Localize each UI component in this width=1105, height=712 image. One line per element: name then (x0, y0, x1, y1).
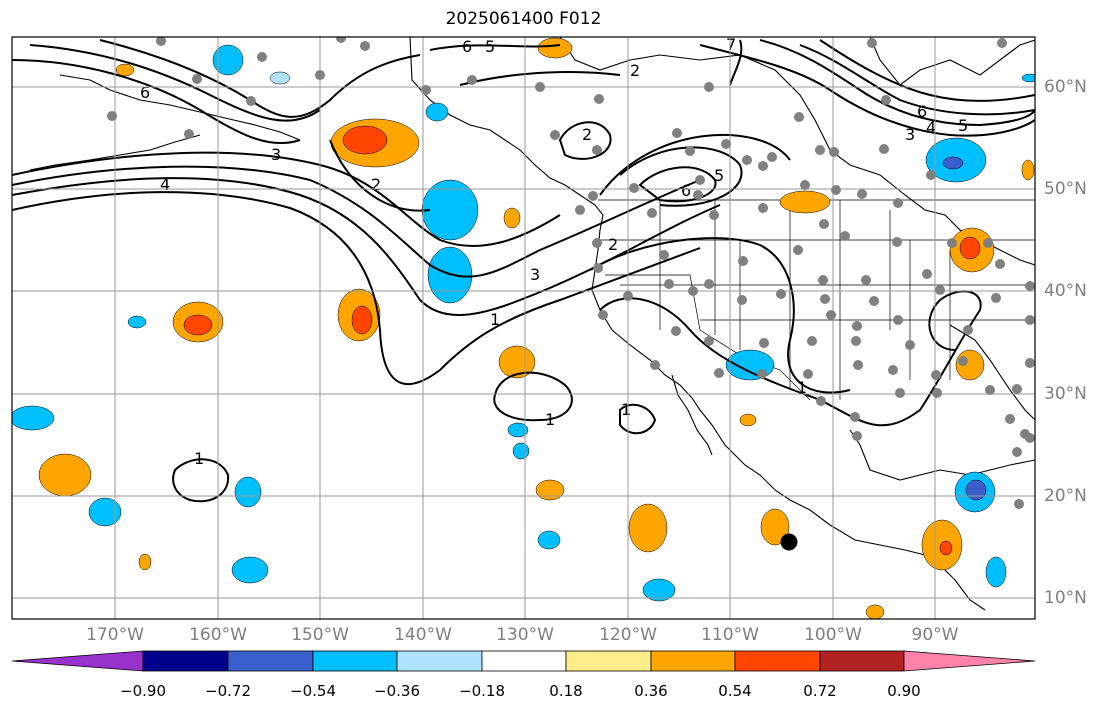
latitude-label: 10°N (1044, 588, 1087, 608)
contour-label: 1 (490, 310, 500, 329)
contour-label: 1 (797, 378, 807, 397)
colorbar-tick-label: −0.36 (374, 682, 420, 700)
contour-label: 4 (160, 175, 170, 194)
colorbar-tick-label: 0.18 (549, 682, 583, 700)
latitude-label: 60°N (1044, 77, 1087, 97)
colorbar-segment (650, 650, 736, 672)
latitude-label: 20°N (1044, 486, 1087, 506)
colorbar-tick-label: −0.54 (290, 682, 336, 700)
longitude-label: 140°W (394, 625, 452, 645)
contour-label: 6 (917, 102, 927, 121)
contour-label: 6 (140, 83, 150, 102)
colorbar-segment (734, 650, 821, 672)
longitude-label: 170°W (86, 625, 144, 645)
colorbar-segment (565, 650, 652, 672)
contour-label: 2 (582, 125, 592, 144)
colorbar-segment (227, 650, 314, 672)
longitude-label: 120°W (599, 625, 657, 645)
contour-label: 1 (545, 410, 555, 429)
colorbar-low-extend (11, 650, 144, 672)
contour-label: 2 (371, 175, 381, 194)
contour-label: 6 (681, 181, 691, 200)
colorbar-tick-label: −0.72 (205, 682, 251, 700)
contour-label: 2 (630, 61, 640, 80)
colorbar-segment (481, 650, 567, 672)
contour-label: 3 (530, 265, 540, 284)
colorbar-tick-label: 0.36 (634, 682, 668, 700)
longitude-label: 150°W (291, 625, 349, 645)
colorbar-tick-label: 0.72 (803, 682, 837, 700)
colorbar-high-extend (903, 650, 1036, 672)
contour-label: 3 (905, 125, 915, 144)
storm-center-marker (780, 533, 798, 551)
contour-label: 5 (714, 166, 724, 185)
contour-label: 3 (271, 145, 281, 164)
latitude-label: 30°N (1044, 384, 1087, 404)
station-dots (107, 37, 1035, 509)
colorbar-segment (142, 650, 229, 672)
colorbar-tick-label: −0.18 (459, 682, 505, 700)
graticule (12, 37, 1035, 619)
colorbar-tick-label: 0.90 (887, 682, 921, 700)
contour-label-group: 6 5 2 7 6 2 6 5 2 4 3 6 5 3 4 3 2 1 1 1 … (140, 35, 968, 468)
contour-label: 5 (958, 116, 968, 135)
colorbar-tick-label: −0.90 (120, 682, 166, 700)
map-title: 2025061400 F012 (445, 9, 602, 29)
longitude-label: 110°W (701, 625, 759, 645)
contour-label: 2 (608, 235, 618, 254)
contour-label: 6 (462, 37, 472, 56)
contour-label: 1 (194, 449, 204, 468)
colorbar-segment (819, 650, 905, 672)
longitude-label: 160°W (189, 625, 247, 645)
contour-label: 4 (926, 118, 936, 137)
map-frame (11, 36, 1036, 620)
colorbar-tick-label: 0.54 (718, 682, 752, 700)
longitude-label: 100°W (804, 625, 862, 645)
anomaly-fills (12, 37, 1035, 619)
contour-label: 5 (485, 37, 495, 56)
latitude-label: 40°N (1044, 281, 1087, 301)
contour-label: 7 (726, 35, 736, 54)
longitude-label: 130°W (496, 625, 554, 645)
colorbar (11, 650, 1036, 672)
colorbar-segment (396, 650, 483, 672)
latitude-label: 50°N (1044, 179, 1087, 199)
longitude-label: 90°W (911, 625, 959, 645)
contour-label: 1 (621, 400, 631, 419)
colorbar-segment (312, 650, 398, 672)
